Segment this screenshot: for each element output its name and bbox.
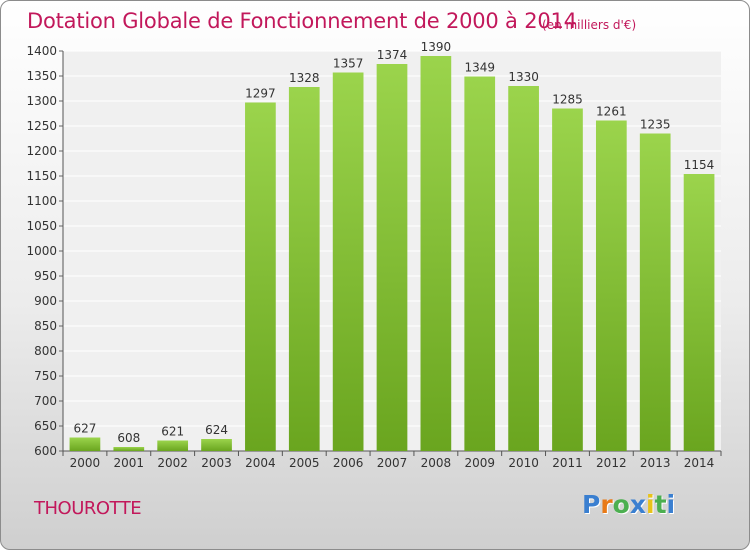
bar-2002	[157, 440, 189, 451]
x-tick-label-2012: 2012	[596, 456, 627, 470]
chart-unit: (en milliers d'€)	[542, 18, 637, 32]
bar-2014	[683, 174, 715, 451]
data-label-2012: 1261	[596, 105, 627, 119]
commune-name: THOUROTTE	[34, 498, 142, 519]
bar-2003	[201, 439, 232, 451]
x-tick-label-2008: 2008	[421, 456, 452, 470]
bar-2000	[69, 437, 101, 451]
logo-letter: o	[612, 490, 630, 519]
data-label-2003: 624	[205, 423, 228, 437]
y-tick-label: 1400	[26, 44, 57, 58]
bar-2007	[376, 64, 408, 451]
y-tick-label: 1350	[26, 69, 57, 83]
data-label-2009: 1349	[464, 61, 495, 75]
bar-2011	[552, 108, 583, 451]
proxiti-logo: Proxiti	[582, 490, 675, 519]
bar-2009	[464, 76, 496, 451]
y-tick-label: 1300	[26, 94, 57, 108]
y-tick-label: 800	[34, 344, 57, 358]
y-tick-label: 1150	[26, 169, 57, 183]
y-tick-label: 650	[34, 419, 57, 433]
logo-letter: x	[629, 490, 646, 519]
x-tick-label-2000: 2000	[70, 456, 101, 470]
x-tick-label-2014: 2014	[684, 456, 715, 470]
data-label-2011: 1285	[552, 93, 583, 107]
bar-2010	[508, 86, 539, 451]
data-label-2007: 1374	[377, 48, 408, 62]
x-tick-label-2013: 2013	[640, 456, 671, 470]
bar-2008	[420, 56, 452, 451]
data-label-2006: 1357	[333, 57, 364, 71]
data-label-2001: 608	[117, 431, 140, 445]
x-tick-label-2005: 2005	[289, 456, 320, 470]
bar-2005	[288, 87, 320, 451]
y-tick-label: 950	[34, 269, 57, 283]
x-tick-label-2007: 2007	[377, 456, 408, 470]
x-tick-label-2010: 2010	[508, 456, 539, 470]
y-tick-label: 850	[34, 319, 57, 333]
bar-2004	[245, 102, 276, 451]
data-label-2010: 1330	[508, 70, 539, 84]
x-tick-label-2011: 2011	[552, 456, 583, 470]
data-label-2000: 627	[73, 422, 96, 436]
y-tick-label: 1000	[26, 244, 57, 258]
bar-2006	[332, 72, 364, 451]
data-label-2004: 1297	[245, 87, 276, 101]
y-tick-label: 1250	[26, 119, 57, 133]
data-label-2013: 1235	[640, 118, 671, 132]
x-tick-label-2009: 2009	[464, 456, 495, 470]
logo-letter: r	[600, 490, 613, 519]
x-tick-label-2004: 2004	[245, 456, 276, 470]
y-tick-label: 600	[34, 444, 57, 458]
logo-letter: i	[646, 490, 655, 519]
x-tick-label-2002: 2002	[157, 456, 188, 470]
x-tick-label-2003: 2003	[201, 456, 232, 470]
y-tick-label: 750	[34, 369, 57, 383]
bar-2001	[113, 447, 145, 451]
data-label-2002: 621	[161, 425, 184, 439]
data-label-2008: 1390	[421, 40, 452, 54]
x-tick-label-2006: 2006	[333, 456, 364, 470]
bar-2013	[639, 133, 671, 451]
y-tick-label: 1050	[26, 219, 57, 233]
y-tick-label: 900	[34, 294, 57, 308]
y-tick-label: 700	[34, 394, 57, 408]
y-tick-label: 1200	[26, 144, 57, 158]
bar-2012	[595, 120, 627, 451]
data-label-2005: 1328	[289, 71, 320, 85]
data-label-2014: 1154	[684, 158, 715, 172]
chart-title: Dotation Globale de Fonctionnement de 20…	[27, 9, 577, 33]
y-tick-label: 1100	[26, 194, 57, 208]
logo-letter: i	[666, 490, 676, 519]
logo-letter: P	[582, 490, 601, 519]
logo-letter: t	[654, 490, 667, 519]
x-tick-label-2001: 2001	[114, 456, 145, 470]
